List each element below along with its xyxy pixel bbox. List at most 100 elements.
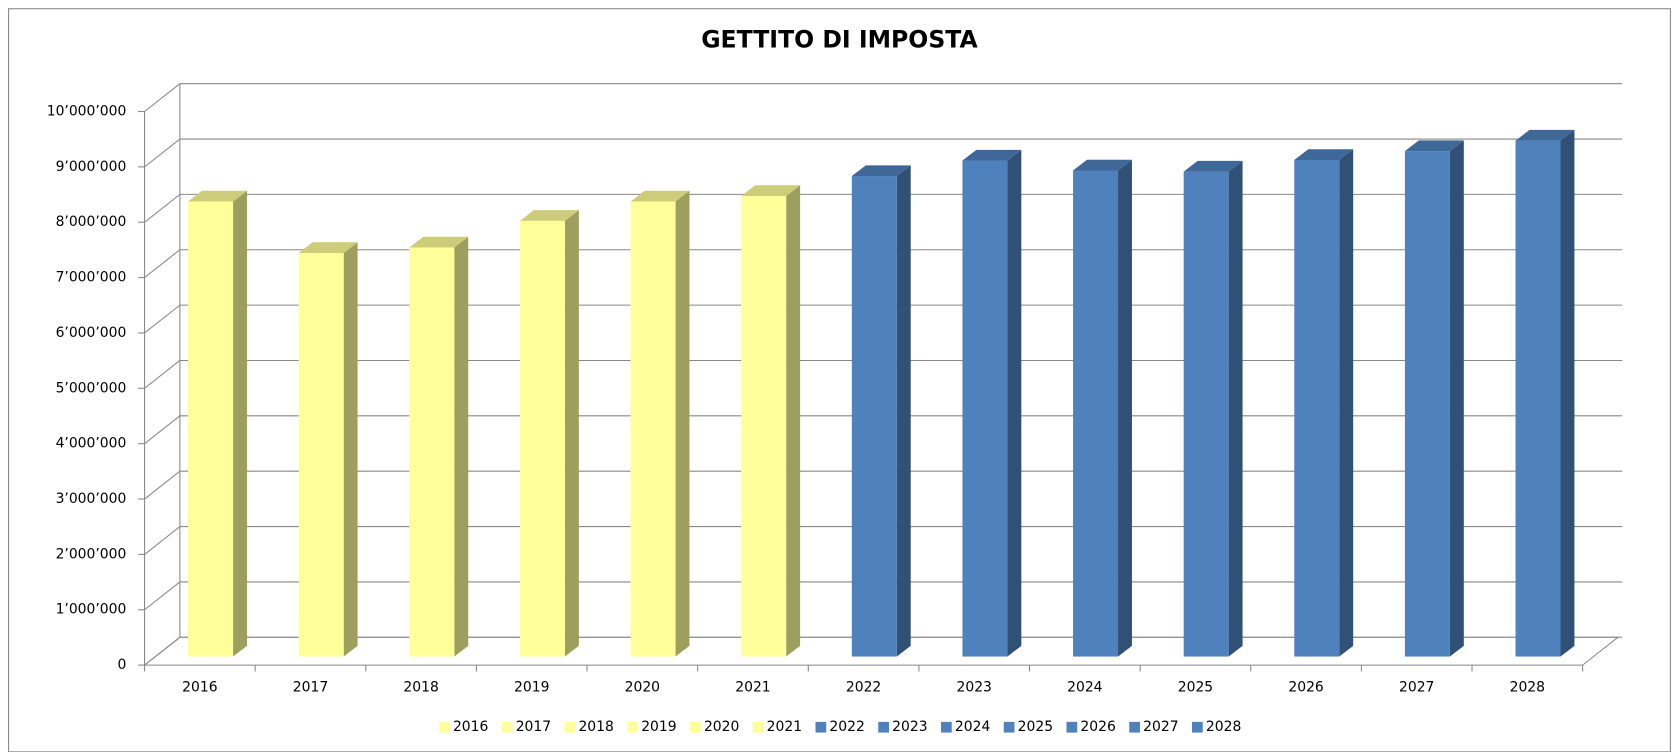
grid-line [144,526,181,555]
x-tick-label: 2028 [1510,680,1545,696]
bar-top [1073,159,1132,171]
legend-swatch [752,721,764,733]
legend-swatch [1192,721,1203,733]
legend-label: 2027 [1143,719,1178,735]
bar [298,252,344,657]
y-tick-label: 1’000’000 [56,602,127,618]
y-tick-label: 10’000’000 [47,104,127,120]
legend-label: 2026 [1080,719,1115,735]
bar-side [1007,149,1022,657]
bar-side [896,165,911,657]
legend-label: 2028 [1206,719,1241,735]
bar-top [298,242,358,253]
x-tick-label: 2021 [735,680,770,696]
x-tick-label: 2020 [625,680,660,696]
legend-label: 2016 [453,719,488,735]
bar [1515,140,1561,657]
grid-line [144,304,181,334]
grid-line [144,249,181,279]
grid-line [144,470,181,500]
legend-label: 2019 [641,719,676,735]
y-tick-label: 4’000’000 [56,436,127,452]
x-tick-label: 2023 [957,680,992,696]
x-tick-label: 2019 [514,680,549,696]
bar [630,201,676,657]
bar-side [564,210,579,657]
bar-side [343,242,358,657]
legend-label: 2022 [829,719,864,735]
bar-top [962,149,1022,161]
bar-top [741,185,801,196]
bar-side [1449,140,1464,657]
legend-label: 2017 [516,719,551,735]
bar [519,220,565,657]
grid-line [144,360,181,389]
legend-swatch [501,721,513,733]
legend-label: 2024 [955,719,991,735]
bar [1404,151,1450,657]
bar-top [409,236,469,248]
y-tick-label: 5’000’000 [56,380,127,396]
legend-swatch [690,721,701,733]
bar [962,160,1008,657]
x-tick-label: 2022 [846,680,881,696]
legend-label: 2025 [1018,719,1053,735]
y-tick-label: 3’000’000 [56,491,127,507]
y-tick-label: 8’000’000 [56,214,127,230]
legend-swatch [627,721,638,733]
legend-swatch [815,721,827,733]
x-tick-label: 2027 [1399,680,1434,696]
bar-top [851,165,911,177]
legend-swatch [1129,721,1140,733]
x-tick-label: 2017 [293,680,328,696]
legend-swatch [941,721,952,733]
bar [188,201,234,657]
bar [1294,159,1340,657]
x-tick-label: 2018 [403,680,438,696]
legend-label: 2021 [767,719,802,735]
grid-line [144,83,181,112]
x-tick-label: 2016 [182,680,217,696]
bar [1073,170,1119,657]
bar-top [1404,140,1464,152]
grid-line [144,193,181,223]
y-tick-label: 7’000’000 [56,270,127,286]
x-tick-label: 2026 [1288,680,1323,696]
bar-top [630,190,690,202]
legend-swatch [1066,721,1078,733]
bar-side [1560,129,1575,657]
bar-side [1228,160,1243,657]
legend-label: 2023 [892,719,927,735]
bar [741,195,787,657]
legend-label: 2018 [578,719,613,735]
bar-top [519,210,579,221]
bar [409,247,455,657]
bar-side [233,190,247,657]
bar-top [1515,129,1575,141]
legend-swatch [878,721,889,733]
bar-top [1183,160,1243,172]
chart-title: GETTITO DI IMPOSTA [701,25,978,53]
y-tick-label: 9’000’000 [56,159,127,175]
bar [851,176,897,657]
grid-line [144,581,181,611]
y-tick-label: 6’000’000 [56,325,127,341]
grid-line [144,415,181,445]
chart-border [8,8,1671,752]
bar-top [188,190,247,202]
bar-side [786,185,801,657]
y-tick-label: 0 [117,657,126,673]
bar [1183,171,1229,657]
grid-line [144,138,181,168]
legend-swatch [1003,721,1015,733]
legend-swatch [439,721,450,733]
bar-top [1294,149,1354,160]
bar-side [454,236,469,657]
grid-line [144,636,181,666]
bar-side [1339,149,1354,657]
legend-label: 2020 [704,719,739,735]
bar-side [1118,159,1132,657]
y-tick-label: 2’000’000 [56,546,127,562]
bar-side [675,190,690,657]
